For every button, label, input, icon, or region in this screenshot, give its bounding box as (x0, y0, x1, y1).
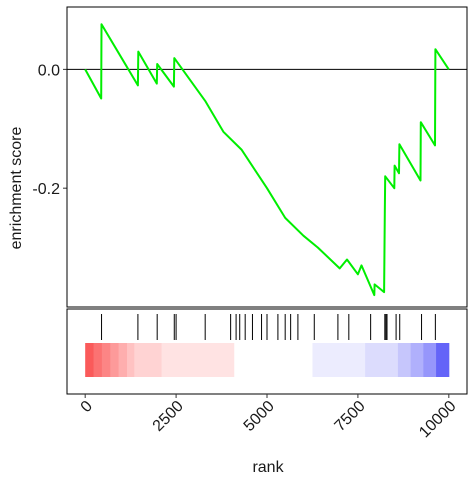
y-tick-label: -0.2 (32, 181, 60, 198)
x-tick-label: 10000 (416, 398, 460, 442)
heatmap-cell (312, 343, 366, 377)
heatmap-cell (410, 343, 424, 377)
heatmap-cell (101, 343, 111, 377)
enrichment-score-line (84, 23, 450, 297)
hits-panel: 0 2500 5000 7500 10000 (66, 308, 468, 441)
heatmap-cell (118, 343, 128, 377)
y-tick-label: 0.0 (38, 62, 60, 79)
hit-ticks (101, 314, 436, 340)
y-axis-label: enrichment score (8, 127, 25, 250)
enrichment-panel-border (66, 6, 468, 308)
heatmap-cell (161, 343, 235, 377)
heatmap-cell (234, 343, 313, 377)
x-tick-label: 5000 (241, 398, 278, 435)
enrichment-panel: 0.0 -0.2 (32, 6, 468, 308)
heatmap-cell (85, 343, 95, 377)
rank-heatmap (85, 343, 450, 377)
heatmap-cell (397, 343, 412, 377)
x-tick-label: 7500 (332, 398, 369, 435)
y-axis-ticks: 0.0 -0.2 (32, 62, 67, 198)
heatmap-cell (93, 343, 103, 377)
heatmap-cell (127, 343, 135, 377)
heatmap-cell (110, 343, 120, 377)
x-axis-ticks: 0 2500 5000 7500 10000 (78, 394, 460, 441)
x-axis-label: rank (252, 459, 284, 476)
heatmap-cell (436, 343, 450, 377)
x-tick-label: 0 (78, 398, 96, 416)
heatmap-cell (423, 343, 437, 377)
heatmap-cell (365, 343, 399, 377)
heatmap-cell (134, 343, 163, 377)
x-tick-label: 2500 (150, 398, 187, 435)
